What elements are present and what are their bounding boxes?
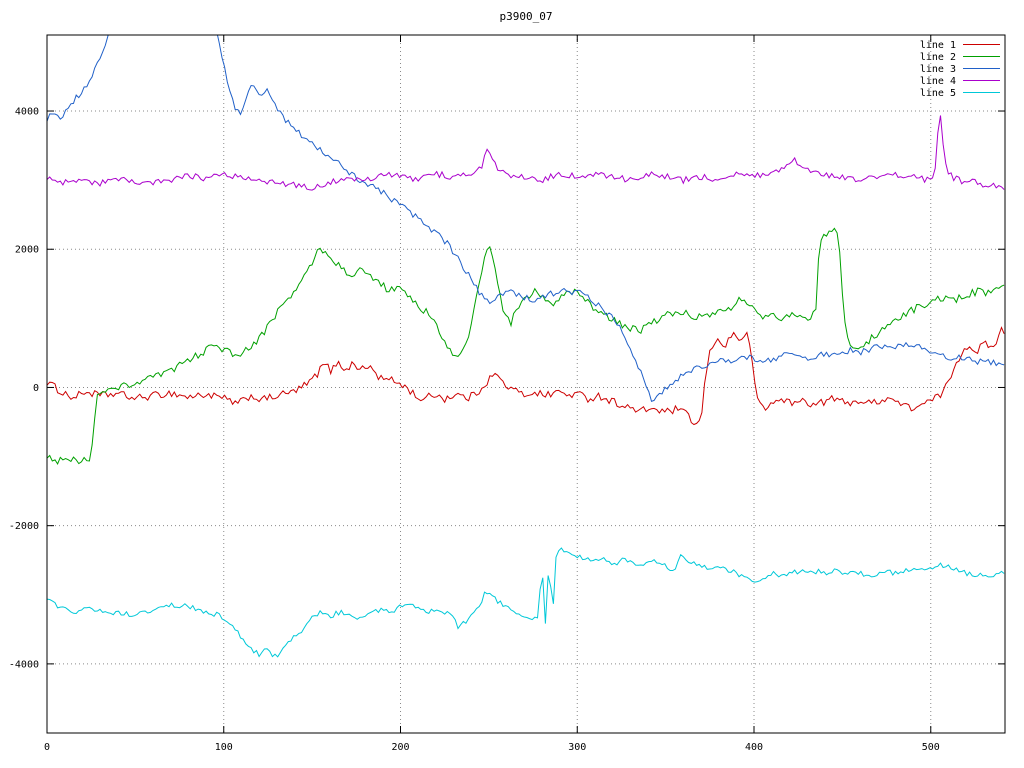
axis-labels: 0 100 200 300 400 500 -4000 -2000 0 2000 4000: [9, 107, 940, 753]
chart-title: p3900_07: [500, 10, 553, 23]
y-tick-label: 0: [33, 383, 39, 394]
x-tick-label: 0: [44, 742, 50, 753]
y-tick-label: 2000: [15, 245, 39, 256]
series-path-line-5: [47, 547, 1005, 658]
y-tick-label: -4000: [9, 659, 39, 670]
legend-label: line 1: [920, 40, 956, 51]
x-tick-label: 500: [922, 742, 940, 753]
y-tick-label: -2000: [9, 521, 39, 532]
frame-layer: [46, 34, 1006, 734]
x-tick-label: 100: [215, 742, 233, 753]
x-tick-label: 400: [745, 742, 763, 753]
plot-border: [46, 34, 1006, 734]
legend-label: line 5: [920, 88, 956, 99]
series-path-line-3: [47, 35, 1005, 402]
x-tick-label: 200: [391, 742, 409, 753]
legend-label: line 2: [920, 52, 956, 63]
series-path-line-1: [47, 326, 1005, 426]
series-path-line-4: [47, 115, 1005, 191]
legend-label: line 3: [920, 64, 956, 75]
y-tick-label: 4000: [15, 107, 39, 118]
legend-label: line 4: [920, 76, 956, 87]
series-layer: [47, 35, 1005, 658]
x-tick-label: 300: [568, 742, 586, 753]
